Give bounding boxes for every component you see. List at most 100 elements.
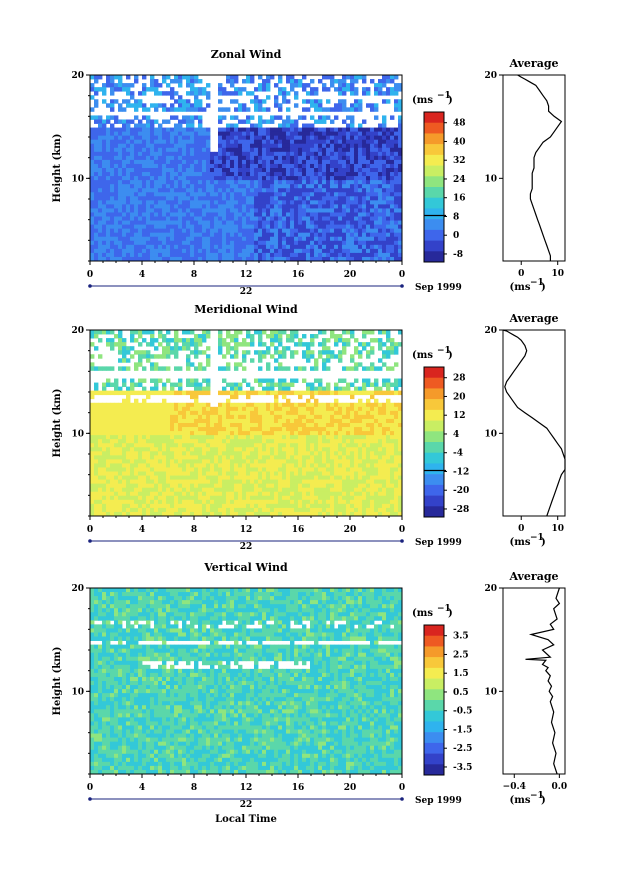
heatmap-cell <box>338 431 342 435</box>
heatmap-cell <box>226 415 230 419</box>
heatmap-cell <box>318 427 322 431</box>
heatmap-cell <box>294 217 298 221</box>
heatmap-cell <box>386 204 390 208</box>
heatmap-cell <box>350 330 354 334</box>
date-label: 22 <box>240 287 253 297</box>
heatmap-cell <box>142 387 146 391</box>
heatmap-cell <box>158 180 162 184</box>
heatmap-cell <box>258 233 262 237</box>
heatmap-cell <box>186 172 190 176</box>
heatmap-cell <box>150 103 154 107</box>
heatmap-cell <box>138 362 142 366</box>
heatmap-cell <box>214 451 218 455</box>
heatmap-cell <box>322 200 326 204</box>
heatmap-cell <box>194 172 198 176</box>
heatmap-cell <box>98 366 102 370</box>
heatmap-cell <box>374 136 378 140</box>
heatmap-cell <box>266 463 270 467</box>
heatmap-cell <box>198 124 202 128</box>
heatmap-cell <box>286 99 290 103</box>
heatmap-cell <box>158 148 162 152</box>
heatmap-cell <box>358 459 362 463</box>
heatmap-cell <box>234 419 238 423</box>
heatmap-cell <box>262 435 266 439</box>
heatmap-cell <box>110 431 114 435</box>
heatmap-cell <box>394 431 398 435</box>
heatmap-cell <box>326 176 330 180</box>
heatmap-cell <box>278 188 282 192</box>
heatmap-cell <box>214 439 218 443</box>
heatmap-cell <box>138 172 142 176</box>
heatmap-cell <box>314 144 318 148</box>
heatmap-cell <box>286 208 290 212</box>
heatmap-cell <box>262 427 266 431</box>
heatmap-cell <box>142 407 146 411</box>
heatmap-cell <box>222 415 226 419</box>
heatmap-cell <box>194 180 198 184</box>
heatmap-cell <box>194 435 198 439</box>
heatmap-cell <box>386 212 390 216</box>
heatmap-cell <box>210 431 214 435</box>
heatmap-cell <box>322 241 326 245</box>
heatmap-cell <box>286 119 290 123</box>
heatmap-cell <box>166 431 170 435</box>
heatmap-cell <box>90 192 94 196</box>
heatmap-cell <box>362 144 366 148</box>
heatmap-cell <box>274 180 278 184</box>
heatmap-cell <box>258 83 262 87</box>
heatmap-cell <box>306 387 310 391</box>
heatmap-cell <box>178 200 182 204</box>
heatmap-cell <box>306 455 310 459</box>
heatmap-cell <box>194 241 198 245</box>
heatmap-cell <box>202 196 206 200</box>
heatmap-cell <box>102 217 106 221</box>
heatmap-cell <box>230 156 234 160</box>
heatmap-cell <box>118 83 122 87</box>
heatmap-cell <box>194 411 198 415</box>
heatmap-cell <box>262 241 266 245</box>
heatmap-cell <box>358 128 362 132</box>
heatmap-cell <box>142 208 146 212</box>
heatmap-cell <box>218 119 222 123</box>
heatmap-cell <box>350 107 354 111</box>
heatmap-cell <box>386 241 390 245</box>
heatmap-cell <box>366 136 370 140</box>
heatmap-cell <box>126 192 130 196</box>
heatmap-cell <box>362 221 366 225</box>
heatmap-cell <box>138 241 142 245</box>
heatmap-cell <box>90 435 94 439</box>
heatmap-cell <box>138 152 142 156</box>
heatmap-cell <box>258 350 262 354</box>
heatmap-cell <box>330 249 334 253</box>
heatmap-cell <box>302 124 306 128</box>
heatmap-cell <box>230 447 234 451</box>
heatmap-cell <box>210 180 214 184</box>
heatmap-cell <box>370 225 374 229</box>
heatmap-cell <box>126 346 130 350</box>
heatmap-cell <box>134 233 138 237</box>
heatmap-cell <box>102 403 106 407</box>
heatmap-cell <box>226 233 230 237</box>
heatmap-cell <box>138 447 142 451</box>
heatmap-cell <box>322 87 326 91</box>
heatmap-cell <box>198 427 202 431</box>
heatmap-cell <box>306 354 310 358</box>
heatmap-cell <box>118 184 122 188</box>
heatmap-cell <box>238 144 242 148</box>
heatmap-cell <box>162 338 166 342</box>
heatmap-cell <box>358 99 362 103</box>
heatmap-cell <box>350 354 354 358</box>
heatmap-cell <box>250 196 254 200</box>
heatmap-cell <box>310 395 314 399</box>
heatmap-cell <box>138 128 142 132</box>
x-tick-label: 4 <box>139 270 145 280</box>
heatmap-cell <box>110 192 114 196</box>
heatmap-cell <box>382 411 386 415</box>
heatmap-cell <box>142 451 146 455</box>
heatmap-cell <box>90 233 94 237</box>
heatmap-cell <box>190 330 194 334</box>
heatmap-cell <box>326 423 330 427</box>
heatmap-cell <box>234 204 238 208</box>
heatmap-cell <box>390 192 394 196</box>
heatmap-cell <box>258 411 262 415</box>
